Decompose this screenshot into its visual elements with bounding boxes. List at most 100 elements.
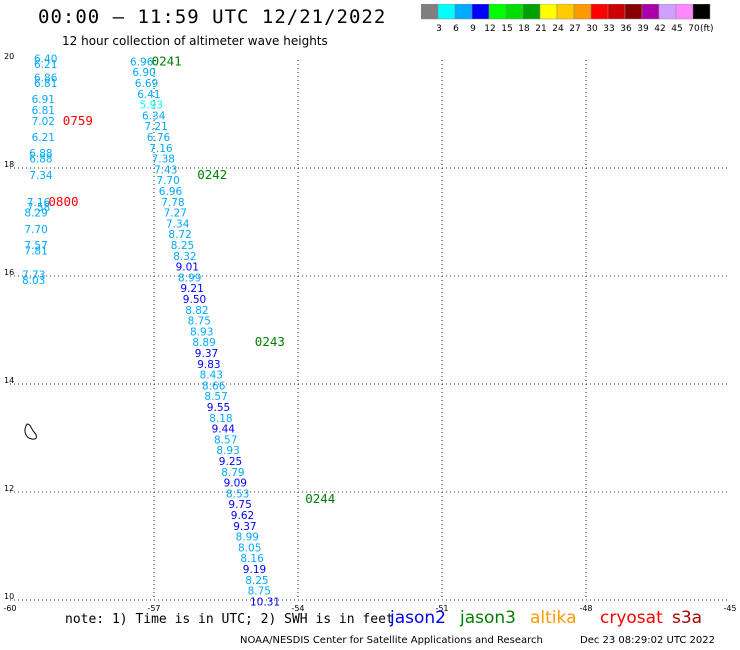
swh-value-label: 6.41	[137, 89, 160, 101]
swh-value-label: 9.37	[233, 521, 256, 533]
colorbar-swatch	[692, 4, 711, 20]
swh-value-label: 8.43	[200, 370, 223, 382]
swh-value-label: 7.57	[24, 240, 47, 252]
colorbar-legend: 3 6 9 12 15 18 21 24 27 30 33 36 39 42 45 70 (ft)	[421, 4, 714, 34]
swh-value-label: 6.81	[34, 78, 57, 90]
pass-time-label: 0759	[63, 113, 93, 128]
swh-value-label: 6.21	[34, 59, 57, 71]
swh-value-label: 9.19	[243, 564, 266, 576]
swh-value-label: 7.70	[24, 224, 47, 236]
swh-value-label: 6.88	[29, 148, 52, 160]
swh-value-label: 8.05	[238, 542, 261, 554]
swh-value-label: 7.02	[32, 116, 55, 128]
swh-value-label: 8.53	[226, 488, 249, 500]
swh-value-label: 6.86	[34, 73, 58, 85]
swh-value-label: 7.43	[154, 164, 177, 176]
legend-s3a: s3a	[672, 608, 703, 628]
y-tick-label: 14	[4, 376, 14, 385]
colorbar-tick-label: 9	[470, 24, 476, 34]
swh-value-label: 6.96	[159, 186, 183, 198]
island-outline	[24, 423, 37, 440]
legend-altika: altika	[530, 608, 577, 628]
swh-value-label: 7.16	[149, 143, 173, 155]
colorbar-tick-label: 15	[501, 24, 512, 34]
colorbar-tick-label: 18	[518, 24, 530, 34]
map-title: 00:00 – 11:59 UTC 12/21/2022	[38, 6, 387, 28]
swh-value-label: 7.21	[144, 121, 167, 133]
pass-time-label: 0242	[197, 167, 227, 182]
swh-value-label: 8.25	[245, 575, 268, 587]
colorbar-tick-label: 21	[535, 24, 546, 34]
swh-value-label: 6.88	[29, 154, 52, 166]
x-tick-label: -51	[435, 604, 448, 613]
colorbar-tick-label: 24	[552, 24, 564, 34]
swh-value-label: 6.96	[130, 56, 154, 68]
swh-value-label: 8.66	[202, 380, 226, 392]
swh-value-label: 9.75	[228, 499, 251, 511]
swh-value-label: 7.27	[164, 208, 187, 220]
colorbar-tick-label: 39	[637, 24, 649, 34]
swh-value-label: 6.76	[147, 132, 171, 144]
swh-value-label: 6.69	[135, 78, 158, 90]
swh-value-label: 9.09	[224, 478, 247, 490]
swh-value-label: 8.99	[236, 532, 259, 544]
y-tick-label: 18	[4, 160, 14, 169]
swh-value-label: 9.01	[176, 262, 199, 274]
swh-value-label: 7.81	[24, 245, 47, 257]
swh-value-label: 7.34	[166, 218, 190, 230]
swh-value-label: 9.25	[219, 456, 242, 468]
swh-value-label: 8.57	[214, 434, 237, 446]
swh-value-label: 8.89	[192, 337, 215, 349]
swh-value-label: 8.79	[221, 467, 244, 479]
swh-value-label: 8.25	[171, 240, 194, 252]
swh-value-label: 6.34	[142, 110, 166, 122]
footnote: note: 1) Time is in UTC; 2) SWH is in fe…	[65, 612, 394, 627]
swh-value-label: 7.16	[27, 197, 51, 209]
swh-value-label: 6.90	[132, 67, 155, 79]
y-tick-label: 12	[4, 484, 14, 493]
swh-value-label: 8.93	[216, 445, 239, 457]
pass-time-label: 0241	[152, 53, 182, 68]
legend-jason3: jason3	[460, 608, 516, 628]
colorbar-tick-label: 42	[654, 24, 665, 34]
swh-value-label: 9.62	[231, 510, 254, 522]
y-tick-label: 20	[4, 52, 14, 61]
swh-value-label: 8.03	[22, 275, 45, 287]
swh-value-label: 6.21	[32, 132, 55, 144]
swh-value-label: 8.99	[178, 272, 201, 284]
swh-value-label: 7.73	[22, 270, 45, 282]
colorbar-tick-label: 6	[453, 24, 459, 34]
swh-value-label: 7.38	[152, 154, 175, 166]
x-tick-label: -48	[579, 604, 592, 613]
swh-value-label: 8.82	[185, 305, 208, 317]
swh-value-label: 9.55	[207, 402, 230, 414]
swh-value-label: 9.83	[197, 359, 220, 371]
swh-value-label: 7.34	[29, 170, 53, 182]
swh-value-label: 9.44	[212, 424, 236, 436]
swh-value-label: 6.81	[32, 105, 55, 117]
colorbar-tick-label: 70	[688, 24, 700, 34]
legend-cryosat: cryosat	[600, 608, 663, 628]
colorbar-tick-label: 3	[436, 24, 442, 34]
x-tick-label: -57	[147, 604, 160, 613]
y-tick-label: 16	[4, 268, 14, 277]
y-tick-label: 10	[4, 592, 14, 601]
swh-value-label: 6.91	[32, 94, 55, 106]
swh-value-label: 9.50	[183, 294, 206, 306]
swh-value-label: 10.31	[250, 596, 280, 608]
swh-value-label: 9.37	[195, 348, 218, 360]
wave-height-map: -60 -57 -54 -51 -48 -452018161412106.966.906.…	[3, 52, 736, 613]
generated-timestamp: Dec 23 08:29:02 UTC 2022	[580, 635, 715, 646]
colorbar-tick-label: 27	[569, 24, 580, 34]
swh-value-label: 7.78	[161, 197, 184, 209]
pass-time-label: 0244	[305, 491, 335, 506]
colorbar-tick-label: 33	[603, 24, 614, 34]
x-tick-label: -54	[291, 604, 304, 613]
colorbar-unit: (ft)	[700, 24, 714, 34]
pass-time-label: 0243	[255, 334, 285, 349]
swh-value-label: 9.21	[180, 283, 203, 295]
colorbar-tick-label: 30	[586, 24, 598, 34]
x-tick-label: -60	[3, 604, 16, 613]
pass-time-label: 0800	[48, 194, 78, 209]
swh-value-label: 8.16	[240, 553, 264, 565]
